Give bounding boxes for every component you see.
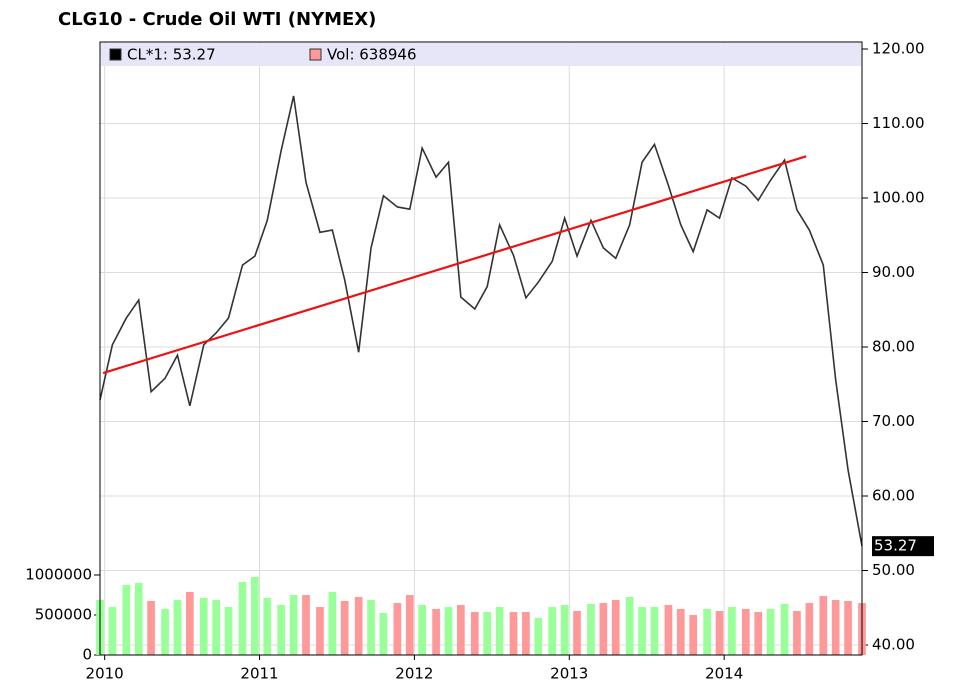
volume-bar xyxy=(819,596,828,655)
volume-bar xyxy=(560,605,569,655)
volume-bar xyxy=(212,600,220,655)
volume-bar xyxy=(548,607,557,655)
volume-bar xyxy=(354,597,363,655)
x-tick-label: 2013 xyxy=(550,665,588,683)
volume-bar xyxy=(224,607,233,655)
volume-bar xyxy=(444,607,453,655)
volume-bar xyxy=(251,577,259,655)
volume-bar xyxy=(470,612,479,655)
volume-bar xyxy=(457,605,465,655)
volume-bar xyxy=(599,603,608,655)
legend-swatch xyxy=(109,48,122,61)
volume-bar xyxy=(831,600,840,655)
volume-bar xyxy=(367,600,375,655)
plot-area xyxy=(100,42,862,655)
x-tick-label: 2014 xyxy=(705,665,743,683)
volume-bar xyxy=(625,597,634,655)
volume-bar xyxy=(522,612,530,655)
x-tick-label: 2010 xyxy=(86,665,124,683)
volume-bar xyxy=(689,615,698,655)
legend-band xyxy=(101,43,861,66)
volume-bar xyxy=(534,618,543,655)
volume-bar xyxy=(393,603,402,655)
y2-tick-label: 0 xyxy=(82,646,92,664)
legend-swatch xyxy=(309,48,322,61)
volume-bar xyxy=(587,604,595,655)
x-tick-label: 2011 xyxy=(240,665,278,683)
y-tick-label: 40.00 xyxy=(872,636,915,654)
y2-tick-label: 1000000 xyxy=(25,566,92,584)
volume-bar xyxy=(573,611,581,655)
volume-bar xyxy=(238,582,247,655)
y-tick-label: 80.00 xyxy=(872,338,915,356)
volume-bar xyxy=(509,612,518,655)
volume-bar xyxy=(805,603,814,655)
volume-bar xyxy=(340,601,349,655)
y-tick-label: 100.00 xyxy=(872,189,925,207)
volume-bar xyxy=(418,605,426,655)
volume-bar xyxy=(611,600,620,655)
volume-bar xyxy=(844,601,852,655)
legend-label: CL*1: 53.27 xyxy=(127,46,216,64)
y-tick-label: 70.00 xyxy=(872,412,915,430)
last-value-label: 53.27 xyxy=(874,537,917,555)
volume-bar xyxy=(780,604,789,655)
y-tick-label: 50.00 xyxy=(872,561,915,579)
volume-bar xyxy=(703,609,711,655)
volume-bar xyxy=(432,609,440,655)
last-value-box xyxy=(872,536,934,557)
y2-tick-label: 500000 xyxy=(35,606,92,624)
volume-bar xyxy=(185,592,194,655)
volume-bar xyxy=(122,585,131,655)
y-tick-label: 90.00 xyxy=(872,263,915,281)
volume-bar xyxy=(328,592,337,655)
volume-bar xyxy=(289,595,298,655)
volume-bar xyxy=(664,605,673,655)
volume-bar xyxy=(742,609,750,655)
volume-bar xyxy=(676,609,685,655)
volume-bar xyxy=(650,607,659,655)
volume-bar xyxy=(405,595,414,655)
volume-bar xyxy=(638,607,646,655)
volume-bar xyxy=(495,607,504,655)
volume-bar xyxy=(316,607,324,655)
y-tick-label: 60.00 xyxy=(872,487,915,505)
volume-bar xyxy=(379,613,388,655)
volume-bar xyxy=(483,612,492,655)
volume-bar xyxy=(134,583,143,655)
volume-bar xyxy=(766,609,775,655)
volume-bar xyxy=(199,598,208,655)
volume-bar xyxy=(108,607,117,655)
volume-bar xyxy=(277,605,286,655)
chart-title: CLG10 - Crude Oil WTI (NYMEX) xyxy=(58,9,376,30)
volume-bar xyxy=(793,611,801,655)
y-tick-label: 120.00 xyxy=(872,40,925,58)
volume-bar xyxy=(302,595,310,655)
x-tick-label: 2012 xyxy=(395,665,433,683)
trend-line xyxy=(102,155,807,375)
volume-bar xyxy=(173,600,182,655)
volume-bar xyxy=(754,612,763,655)
legend-label: Vol: 638946 xyxy=(327,46,417,64)
volume-bar xyxy=(715,611,724,655)
volume-bar xyxy=(161,609,169,655)
volume-bar xyxy=(147,601,155,655)
volume-bar xyxy=(263,598,272,655)
plot-frame xyxy=(99,41,863,656)
y-tick-label: 110.00 xyxy=(872,114,925,132)
volume-bar xyxy=(728,607,736,655)
